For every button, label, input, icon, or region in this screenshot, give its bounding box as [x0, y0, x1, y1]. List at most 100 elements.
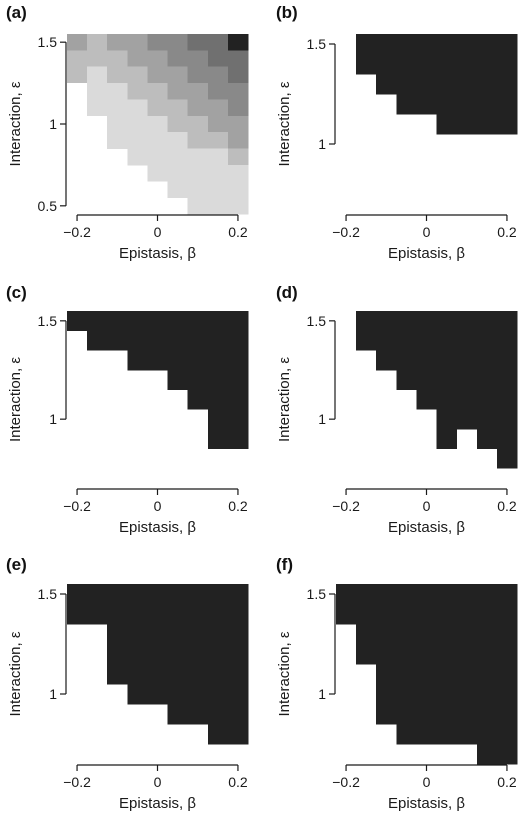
heatmap-cell — [356, 54, 518, 75]
y-tick-label: 1 — [49, 686, 57, 702]
x-axis-title: Epistasis, β — [119, 795, 196, 812]
y-axis-title: Interaction, ε — [7, 357, 24, 442]
x-tick-label: 0.2 — [497, 774, 517, 790]
y-tick-label: 1 — [49, 116, 57, 132]
y-axis-title: Interaction, ε — [276, 631, 293, 716]
heatmap-cell — [376, 684, 518, 705]
heatmap-cell — [356, 624, 518, 645]
panel-label: (c) — [6, 283, 27, 302]
heatmap-cell — [396, 724, 518, 745]
heatmap-cell — [167, 370, 249, 391]
heatmap-cell — [147, 34, 189, 51]
heatmap-cell — [67, 311, 249, 332]
heatmap-cell — [127, 132, 168, 149]
heatmap-cell — [336, 604, 518, 625]
panel-b: −0.2 0 0.2 1 1.5 Epistasis, β Interaction, ε (b… — [276, 3, 518, 262]
x-axis-title: Epistasis, β — [388, 795, 465, 812]
heatmap-cell — [127, 50, 168, 68]
heatmap-cell — [147, 164, 249, 182]
x-axis-title: Epistasis, β — [119, 519, 196, 536]
x-tick-label: −0.2 — [63, 224, 91, 240]
x-tick-label: 0.2 — [497, 498, 517, 514]
x-tick-label: 0 — [154, 774, 162, 790]
x-tick-label: 0 — [423, 498, 431, 514]
heatmap-cell — [147, 99, 189, 117]
heatmap-cell — [416, 389, 518, 410]
y-axis-title: Interaction, ε — [276, 81, 293, 166]
heatmap-cell — [227, 66, 249, 84]
x-tick-label: −0.2 — [63, 774, 91, 790]
x-tick-label: 0 — [154, 224, 162, 240]
heatmap-cell — [87, 99, 108, 117]
heatmap-cell — [127, 684, 249, 705]
heatmap-cell — [127, 83, 168, 100]
x-tick-label: −0.2 — [332, 498, 360, 514]
heatmap-cell — [207, 83, 249, 100]
x-axis-title: Epistasis, β — [388, 245, 465, 262]
panel-e: −0.2 0 0.2 1 1.5 Epistasis, β Interaction, ε (e… — [6, 555, 249, 812]
x-tick-label: 0 — [423, 224, 431, 240]
y-axis-title: Interaction, ε — [276, 357, 293, 442]
heatmap-cell — [227, 99, 249, 117]
panel-label: (f) — [276, 555, 293, 574]
heatmap-cell — [496, 448, 518, 469]
heatmap-cell — [187, 148, 229, 166]
heatmap-cell — [356, 330, 518, 351]
heatmap-cell — [87, 330, 249, 351]
heatmap-cell — [207, 724, 249, 745]
heatmap-cell — [187, 197, 249, 215]
x-tick-label: −0.2 — [332, 224, 360, 240]
heatmap-cell — [107, 644, 249, 665]
panel-label: (a) — [6, 3, 27, 22]
heatmap-cell — [127, 350, 249, 371]
heatmap-cell — [107, 99, 148, 117]
x-tick-label: −0.2 — [332, 774, 360, 790]
heatmap-cell — [227, 132, 249, 149]
y-tick-label: 1.5 — [307, 36, 327, 52]
y-tick-label: 1 — [49, 411, 57, 427]
heatmap-cell — [476, 429, 518, 450]
heatmap-cell — [107, 115, 128, 133]
panel-d: −0.2 0 0.2 1 1.5 Epistasis, β Interaction, ε (d… — [276, 283, 518, 536]
heatmap-cell — [107, 34, 148, 51]
heatmap-cell — [107, 664, 249, 685]
y-tick-label: 1.5 — [38, 34, 58, 50]
heatmap-cell — [476, 744, 518, 765]
x-tick-label: 0.2 — [497, 224, 517, 240]
heatmap-cell — [147, 66, 189, 84]
heatmap-cell — [87, 34, 108, 51]
heatmap-cell — [67, 34, 88, 51]
y-axis-title: Interaction, ε — [7, 81, 24, 166]
y-tick-label: 1.5 — [38, 586, 58, 602]
x-tick-label: −0.2 — [63, 498, 91, 514]
heatmap-cell — [67, 83, 88, 100]
heatmap-cell — [87, 50, 128, 68]
heatmap-cell — [376, 704, 518, 725]
heatmap-cell — [396, 370, 518, 391]
heatmap-cell — [167, 704, 249, 725]
heatmap-cell — [207, 50, 249, 68]
heatmap-cell — [167, 115, 209, 133]
heatmap-cell — [187, 34, 229, 51]
heatmap-cell — [167, 132, 189, 149]
y-tick-label: 1 — [318, 136, 326, 152]
heatmap-cell — [87, 83, 128, 100]
heatmap-cell — [187, 389, 249, 410]
heatmap-cell — [376, 350, 518, 371]
heatmap-cell — [127, 115, 168, 133]
heatmap-cell — [127, 148, 148, 166]
heatmap-cell — [227, 34, 249, 51]
heatmap-cell — [436, 114, 518, 135]
heatmap-cell — [227, 148, 249, 166]
y-tick-label: 1.5 — [307, 313, 327, 329]
heatmap-cell — [167, 50, 209, 68]
heatmap-cell — [356, 311, 518, 332]
heatmap-cell — [187, 132, 229, 149]
y-tick-label: 1.5 — [38, 313, 58, 329]
heatmap-cell — [187, 99, 229, 117]
heatmap-cell — [436, 429, 458, 450]
heatmap-cell — [396, 94, 518, 115]
heatmap-cell — [207, 115, 249, 133]
x-tick-label: 0.2 — [228, 224, 248, 240]
